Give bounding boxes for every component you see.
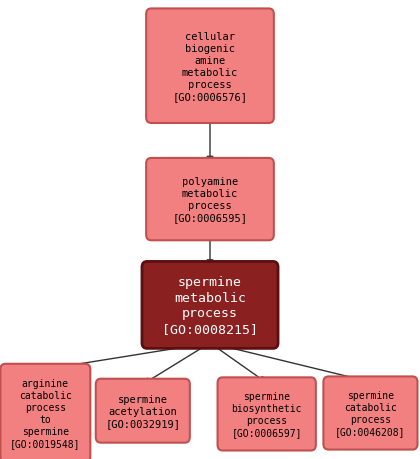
FancyBboxPatch shape — [96, 379, 190, 442]
Text: spermine
biosynthetic
process
[GO:0006597]: spermine biosynthetic process [GO:000659… — [231, 391, 302, 437]
FancyBboxPatch shape — [0, 364, 90, 459]
Text: spermine
metabolic
process
[GO:0008215]: spermine metabolic process [GO:0008215] — [162, 275, 258, 335]
FancyBboxPatch shape — [142, 262, 278, 349]
FancyBboxPatch shape — [218, 377, 316, 451]
Text: spermine
catabolic
process
[GO:0046208]: spermine catabolic process [GO:0046208] — [335, 390, 406, 436]
Text: cellular
biogenic
amine
metabolic
process
[GO:0006576]: cellular biogenic amine metabolic proces… — [173, 32, 247, 101]
Text: polyamine
metabolic
process
[GO:0006595]: polyamine metabolic process [GO:0006595] — [173, 177, 247, 223]
Text: arginine
catabolic
process
to
spermine
[GO:0019548]: arginine catabolic process to spermine [… — [10, 378, 81, 448]
FancyBboxPatch shape — [146, 159, 274, 241]
Text: spermine
acetylation
[GO:0032919]: spermine acetylation [GO:0032919] — [105, 394, 180, 428]
FancyBboxPatch shape — [146, 9, 274, 124]
FancyBboxPatch shape — [323, 376, 417, 450]
